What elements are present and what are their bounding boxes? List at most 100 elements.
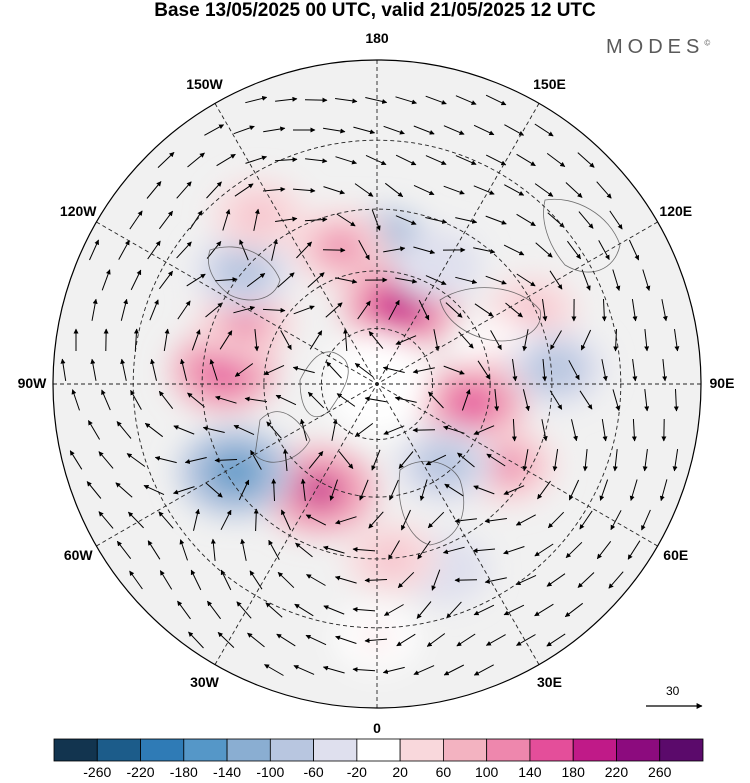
wind-vector-292 [249,570,263,590]
wind-vector-94 [277,272,295,288]
anomaly-center-3-ring-2 [422,254,452,277]
wind-vector-311 [352,606,376,612]
wind-vector-90 [158,270,174,290]
wind-vector-297 [397,571,415,589]
colorbar-segment-14 [659,738,704,762]
colorbar-segment-4 [226,738,271,762]
colorbar-tick-label: 140 [518,764,542,780]
wind-vector-263 [454,518,477,524]
wind-vector-295 [334,575,357,584]
wind-vector-206 [571,419,578,442]
wind-vector-57 [275,216,298,222]
wind-vector-169 [71,389,80,411]
wind-vector-259 [335,516,357,525]
wind-vector-254 [193,508,200,531]
wind-vector-6 [425,95,447,105]
wind-vector-136 [343,328,349,352]
wind-vector-85 [567,240,581,260]
colorbar-tick-label: -260 [83,764,112,780]
wind-vector-251 [98,511,114,529]
wind-vector-258 [305,514,327,526]
wind-vector-321 [247,632,265,648]
longitude-label-120w: 120W [59,202,97,219]
wind-vector-0 [245,95,268,104]
wind-vector-171 [130,389,142,410]
wind-vector-165 [568,360,580,381]
wind-vector-288 [129,570,143,590]
wind-vector-89 [130,269,142,291]
wind-vector-78 [358,240,370,261]
wind-vector-203 [473,425,495,435]
wind-vector-195 [233,424,255,436]
wind-vector-25 [274,157,298,163]
wind-vector-143 [550,330,562,350]
wind-vector-301 [515,574,537,586]
wind-vector-144 [580,329,592,351]
wind-vector-99 [425,275,447,285]
wind-vector-196 [266,421,282,439]
anomaly-center-1-ring-2 [324,235,357,260]
wind-vector-129 [133,328,139,352]
wind-vector-101 [485,275,507,285]
wind-vector-221 [398,451,414,469]
longitude-label-150w: 150W [186,76,223,93]
wind-vector-307 [236,601,252,619]
wind-vector-59 [336,213,356,227]
colorbar-tick-label: -60 [303,764,324,780]
wind-vector-109 [149,299,159,321]
wind-vector-268 [610,510,622,531]
colorbar-segment-5 [269,738,314,762]
wind-vector-120 [474,303,494,317]
wind-vector-323 [305,634,327,646]
wind-vector-150 [120,358,127,381]
wind-vector-326 [396,633,416,647]
wind-vector-244 [473,485,495,495]
wind-vector-45 [413,184,435,196]
wind-vector-330 [516,634,536,646]
wind-vector-48 [504,184,525,196]
wind-vector-302 [546,573,566,587]
wind-vector-103 [549,270,563,290]
wind-vector-72 [176,241,192,259]
wind-vector-168 [662,359,668,382]
longitude-label-0: 0 [373,719,381,736]
wind-vector-141 [490,330,502,351]
wind-vector-162 [477,360,491,380]
wind-vector-68 [609,210,623,230]
wind-vector-60 [371,209,381,231]
wind-vector-220 [371,449,381,471]
wind-vector-46 [443,185,465,195]
wind-vector-27 [335,156,357,165]
wind-vector-56 [253,208,260,231]
wind-vector-218 [308,451,324,469]
wind-vector-277 [323,545,345,554]
wind-vector-286 [596,540,612,560]
wind-vector-238 [300,478,306,501]
wind-vector-267 [579,510,593,530]
wind-vector-69 [89,239,99,261]
colorbar-segment-9 [442,738,488,762]
wind-vector-38 [206,181,222,199]
wind-vector-28 [365,154,387,166]
colorbar-tick-label: -180 [169,764,198,780]
wind-vector-177 [307,391,325,409]
wind-vector-287 [627,540,641,560]
wind-vector-55 [222,209,231,231]
wind-vector-160 [412,367,435,374]
wind-vector-183 [494,389,500,412]
wind-vector-121 [505,302,523,318]
wind-vector-245 [503,485,525,495]
wind-vector-216 [250,449,262,470]
colorbar-segment-8 [399,738,444,762]
wind-vector-118 [418,299,430,321]
wind-vector-310 [323,605,345,615]
wind-vector-93 [246,272,266,288]
wind-vector-322 [276,633,296,647]
wind-vector-243 [444,483,464,497]
anomaly-center-9-ring-2 [428,452,461,477]
wind-vector-284 [534,543,554,557]
wind-vector-66 [547,212,565,228]
wind-vector-8 [485,94,507,106]
wind-vector-64 [485,215,507,225]
